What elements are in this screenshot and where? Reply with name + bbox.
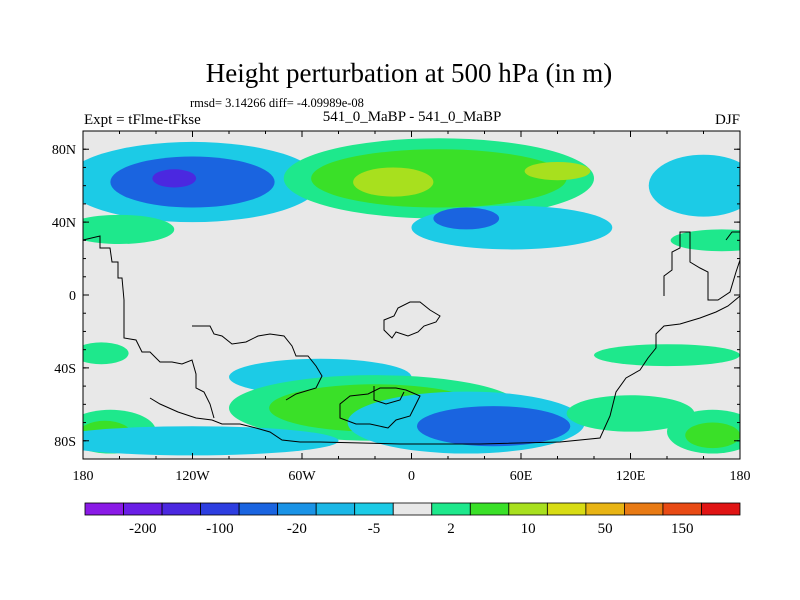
- colorbar-swatch: [277, 502, 317, 516]
- colorbar-label: -20: [287, 521, 307, 537]
- colorbar-swatch: [84, 502, 124, 516]
- y-tick-label: 80N: [52, 143, 76, 158]
- coastline-layer: [83, 231, 740, 445]
- colorbar-swatch: [585, 502, 625, 516]
- y-tick-label: 40N: [52, 216, 76, 231]
- colorbar-swatch: [431, 502, 471, 516]
- left-label: Expt = tFlme-tFkse: [84, 112, 201, 128]
- x-tick-label: 180: [73, 469, 94, 484]
- colorbar-label: 50: [598, 521, 613, 537]
- y-tick-label: 80S: [54, 435, 76, 450]
- coastline-antarctic-east: [319, 295, 740, 445]
- right-label: DJF: [715, 112, 740, 128]
- coastline-peninsula-inner: [373, 386, 405, 405]
- colorbar-swatch: [315, 502, 356, 516]
- anomaly-contour: [152, 169, 197, 188]
- colorbar: [84, 502, 741, 516]
- colorbar-swatch: [508, 502, 548, 516]
- colorbar-label: 2: [447, 521, 455, 537]
- colorbar-swatch: [624, 502, 664, 516]
- coastline-antarctic-west: [149, 397, 320, 443]
- x-tick-label: 0: [408, 469, 415, 484]
- coastline-south-america: [192, 325, 323, 401]
- colorbar-swatch: [701, 502, 741, 516]
- anomaly-contour: [670, 229, 740, 252]
- chart-title: Height perturbation at 500 hPa (in m): [206, 58, 612, 88]
- y-tick-label: 40S: [54, 362, 76, 377]
- y-axis: 80N 40N 0 40S 80S: [52, 143, 740, 450]
- coastline-africa: [383, 301, 441, 339]
- x-tick-label: 60W: [288, 469, 316, 484]
- colorbar-swatch: [238, 502, 279, 516]
- colorbar-swatch: [662, 502, 702, 516]
- anomaly-contour: [353, 167, 434, 197]
- colorbar-swatch: [200, 502, 240, 516]
- anomaly-contour: [83, 342, 129, 365]
- colorbar-swatch: [392, 502, 433, 516]
- coastline-east-asia-inner: [725, 231, 740, 241]
- colorbar-labels: -200 -100 -20 -5 2 10 50 150: [129, 521, 693, 537]
- anomaly-contour: [566, 395, 695, 432]
- x-tick-label: 120E: [616, 469, 646, 484]
- colorbar-swatch: [469, 502, 510, 516]
- coastline-peninsula: [339, 387, 421, 429]
- colorbar-swatch: [123, 502, 163, 516]
- anomaly-contour: [648, 154, 740, 217]
- colorbar-label: -5: [368, 521, 381, 537]
- x-tick-label: 180: [730, 469, 751, 484]
- anomaly-contour: [83, 426, 339, 456]
- y-tick-label: 0: [69, 289, 76, 304]
- x-axis: 180 120W 60W 0 60E 120E 180: [73, 131, 751, 484]
- center-label: 541_0_MaBP - 541_0_MaBP: [323, 109, 502, 125]
- anomaly-layer: [83, 138, 740, 456]
- colorbar-label: -200: [129, 521, 157, 537]
- chart-subtitle: rmsd= 3.14266 diff= -4.09989e-08: [190, 96, 364, 110]
- anomaly-contour: [594, 344, 740, 367]
- coastline-americas: [83, 235, 215, 419]
- x-tick-label: 120W: [175, 469, 210, 484]
- colorbar-label: -100: [206, 521, 234, 537]
- x-tick-label: 60E: [510, 469, 533, 484]
- anomaly-contour: [685, 422, 740, 449]
- anomaly-contour: [311, 149, 567, 208]
- anomaly-contour: [433, 207, 500, 230]
- coastline-east-asia: [663, 231, 740, 301]
- colorbar-swatch: [546, 502, 587, 516]
- colorbar-swatch: [354, 502, 394, 516]
- colorbar-label: 10: [521, 521, 536, 537]
- colorbar-label: 150: [671, 521, 694, 537]
- colorbar-swatch: [161, 502, 201, 516]
- anomaly-contour: [524, 161, 591, 181]
- anomaly-contour: [83, 214, 175, 244]
- anomaly-contour: [416, 406, 571, 447]
